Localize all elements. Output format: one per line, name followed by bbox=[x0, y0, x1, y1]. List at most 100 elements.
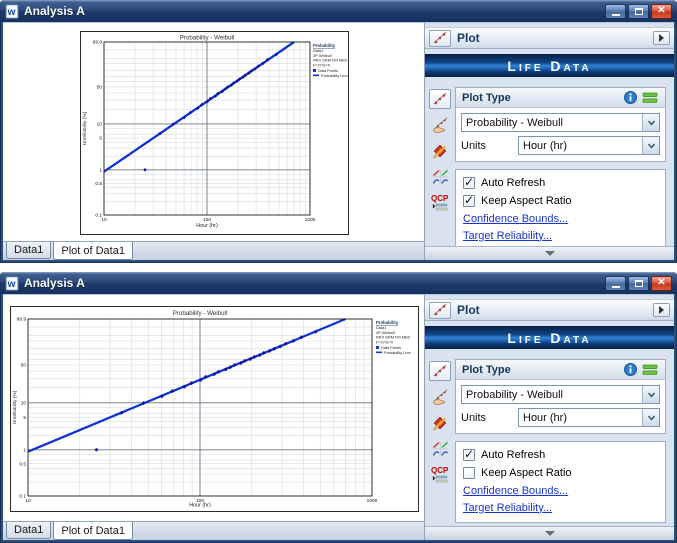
auto-refresh-label: Auto Refresh bbox=[481, 177, 546, 189]
svg-text:Unreliability (%): Unreliability (%) bbox=[82, 111, 88, 145]
qcp-tool-icon[interactable]: QCP bbox=[429, 465, 451, 485]
confidence-bounds-link[interactable]: Confidence Bounds... bbox=[463, 212, 569, 225]
plot-setup-menu-icon[interactable] bbox=[642, 364, 659, 376]
keep-aspect-ratio-checkbox[interactable] bbox=[463, 193, 475, 207]
edit-plot-tool-icon[interactable] bbox=[429, 141, 451, 161]
probability-plot-tool-icon[interactable] bbox=[429, 89, 451, 109]
probability-plot-tool-icon[interactable] bbox=[429, 361, 451, 381]
units-select[interactable]: Hour (hr) bbox=[518, 136, 660, 155]
tab-plot-of-data1[interactable]: Plot of Data1 bbox=[53, 522, 133, 540]
hand-plot-tool-icon[interactable] bbox=[429, 387, 451, 407]
plot-document-area: Probability - Weibull 99.9 50 10 5 1 0.5 0.1 10 1… bbox=[3, 295, 424, 540]
maximize-button[interactable] bbox=[628, 3, 649, 19]
minimize-icon bbox=[611, 285, 620, 288]
svg-text:Hour (hr): Hour (hr) bbox=[196, 223, 218, 229]
tab-data1[interactable]: Data1 bbox=[6, 522, 52, 539]
target-reliability-link[interactable]: Target Reliability... bbox=[463, 501, 553, 514]
svg-text:QCP: QCP bbox=[431, 466, 449, 475]
plot-options-group: Auto Refresh Keep Aspect Ratio Confidenc… bbox=[455, 441, 666, 523]
svg-text:Data1: Data1 bbox=[376, 325, 386, 330]
window-body: Probability - Weibull 99.9 50 10 5 1 0.5 0.1 10 1… bbox=[3, 294, 674, 540]
edit-plot-tool-icon[interactable] bbox=[429, 413, 451, 433]
tab-label: Plot of Data1 bbox=[61, 244, 125, 257]
svg-text:1: 1 bbox=[99, 168, 102, 174]
hand-plot-tool-icon[interactable] bbox=[429, 115, 451, 135]
probability-plot-icon[interactable] bbox=[429, 29, 451, 47]
banner-label: Life Data bbox=[507, 57, 592, 74]
chevron-down-icon[interactable] bbox=[642, 386, 659, 403]
plot-type-value: Probability - Weibull bbox=[466, 388, 564, 401]
panel-collapse-bar[interactable] bbox=[425, 246, 674, 260]
svg-text:Probability - Weibull: Probability - Weibull bbox=[173, 310, 228, 317]
plot-type-select[interactable]: Probability - Weibull bbox=[461, 385, 660, 404]
svg-text:0.5: 0.5 bbox=[19, 461, 26, 467]
plot-canvas[interactable]: Probability - Weibull 99.9 50 10 5 1 0.5 0.1 10 1… bbox=[3, 23, 424, 241]
collapse-chevron-icon bbox=[544, 531, 555, 536]
svg-text:Probability Line: Probability Line bbox=[384, 350, 411, 355]
tab-label: Plot of Data1 bbox=[61, 524, 125, 537]
tab-plot-of-data1[interactable]: Plot of Data1 bbox=[53, 242, 133, 260]
close-button[interactable]: ✕ bbox=[651, 3, 672, 19]
svg-text:QCP: QCP bbox=[431, 194, 449, 203]
plot-type-select[interactable]: Probability - Weibull bbox=[461, 113, 660, 132]
plot-canvas[interactable]: Probability - Weibull 99.9 50 10 5 1 0.5 0.1 10 1… bbox=[3, 295, 424, 521]
auto-refresh-checkbox[interactable] bbox=[463, 175, 475, 189]
plot-type-title: Plot Type bbox=[462, 363, 511, 376]
svg-text:Hour (hr): Hour (hr) bbox=[189, 503, 211, 509]
confidence-bounds-link[interactable]: Confidence Bounds... bbox=[463, 484, 569, 497]
life-data-banner: Life Data bbox=[425, 326, 674, 349]
units-value: Hour (hr) bbox=[523, 411, 568, 424]
tab-data1[interactable]: Data1 bbox=[6, 242, 52, 259]
window-title: Analysis A bbox=[24, 4, 85, 18]
weibull-plot-sheet[interactable]: Probability - Weibull 99.9 50 10 5 1 0.5 0.1 10 1… bbox=[10, 306, 419, 512]
svg-text:50: 50 bbox=[97, 85, 103, 91]
units-label: Units bbox=[461, 139, 487, 152]
probability-plot-icon[interactable] bbox=[429, 301, 451, 319]
close-icon: ✕ bbox=[657, 5, 666, 16]
panel-icon-gutter: QCP bbox=[425, 77, 455, 267]
svg-text:Unreliability (%): Unreliability (%) bbox=[12, 390, 18, 424]
sheet-tabstrip: Data1 Plot of Data1 bbox=[3, 241, 424, 260]
svg-text:99.9: 99.9 bbox=[17, 317, 27, 323]
panel-collapse-bar[interactable] bbox=[425, 526, 674, 540]
svg-text:Probability: Probability bbox=[313, 43, 336, 48]
target-reliability-link[interactable]: Target Reliability... bbox=[463, 229, 553, 242]
svg-text:0.5: 0.5 bbox=[95, 181, 102, 187]
weibull-plot-sheet[interactable]: Probability - Weibull 99.9 50 10 5 1 0.5 0.1 10 1… bbox=[80, 31, 349, 235]
svg-text:F=27/S=0: F=27/S=0 bbox=[313, 62, 331, 67]
plot-setup-menu-icon[interactable] bbox=[642, 92, 659, 104]
close-icon: ✕ bbox=[657, 277, 666, 288]
svg-text:w: w bbox=[7, 279, 16, 290]
maximize-button[interactable] bbox=[628, 275, 649, 291]
minimize-button[interactable] bbox=[605, 275, 626, 291]
units-label: Units bbox=[461, 411, 487, 424]
svg-text:2P-Weibull: 2P-Weibull bbox=[376, 330, 395, 335]
weibull-doc-icon: w bbox=[5, 275, 19, 291]
units-select[interactable]: Hour (hr) bbox=[518, 408, 660, 427]
qcp-tool-icon[interactable]: QCP bbox=[429, 193, 451, 213]
auto-refresh-label: Auto Refresh bbox=[481, 449, 546, 461]
panel-header: Plot bbox=[425, 27, 674, 49]
close-button[interactable]: ✕ bbox=[651, 275, 672, 291]
chevron-down-icon[interactable] bbox=[642, 409, 659, 426]
chevron-down-icon[interactable] bbox=[642, 114, 659, 131]
info-icon[interactable] bbox=[624, 363, 637, 376]
minimize-button[interactable] bbox=[605, 3, 626, 19]
svg-text:1000: 1000 bbox=[367, 498, 378, 504]
svg-text:Probability - Weibull: Probability - Weibull bbox=[180, 35, 235, 42]
collapse-chevron-icon bbox=[544, 251, 555, 256]
multi-plot-tool-icon[interactable] bbox=[429, 439, 451, 459]
window-body: Probability - Weibull 99.9 50 10 5 1 0.5 0.1 10 1… bbox=[3, 22, 674, 260]
panel-header: Plot bbox=[425, 299, 674, 321]
panel-expand-button[interactable] bbox=[653, 303, 670, 317]
info-icon[interactable] bbox=[624, 91, 637, 104]
chevron-down-icon[interactable] bbox=[642, 137, 659, 154]
multi-plot-tool-icon[interactable] bbox=[429, 167, 451, 187]
plot-control-panel: Plot Life Data bbox=[424, 23, 674, 260]
svg-text:0.1: 0.1 bbox=[19, 494, 26, 500]
panel-expand-button[interactable] bbox=[653, 31, 670, 45]
panel-title: Plot bbox=[457, 303, 480, 317]
keep-aspect-ratio-checkbox[interactable] bbox=[463, 467, 475, 479]
auto-refresh-checkbox[interactable] bbox=[463, 447, 475, 461]
